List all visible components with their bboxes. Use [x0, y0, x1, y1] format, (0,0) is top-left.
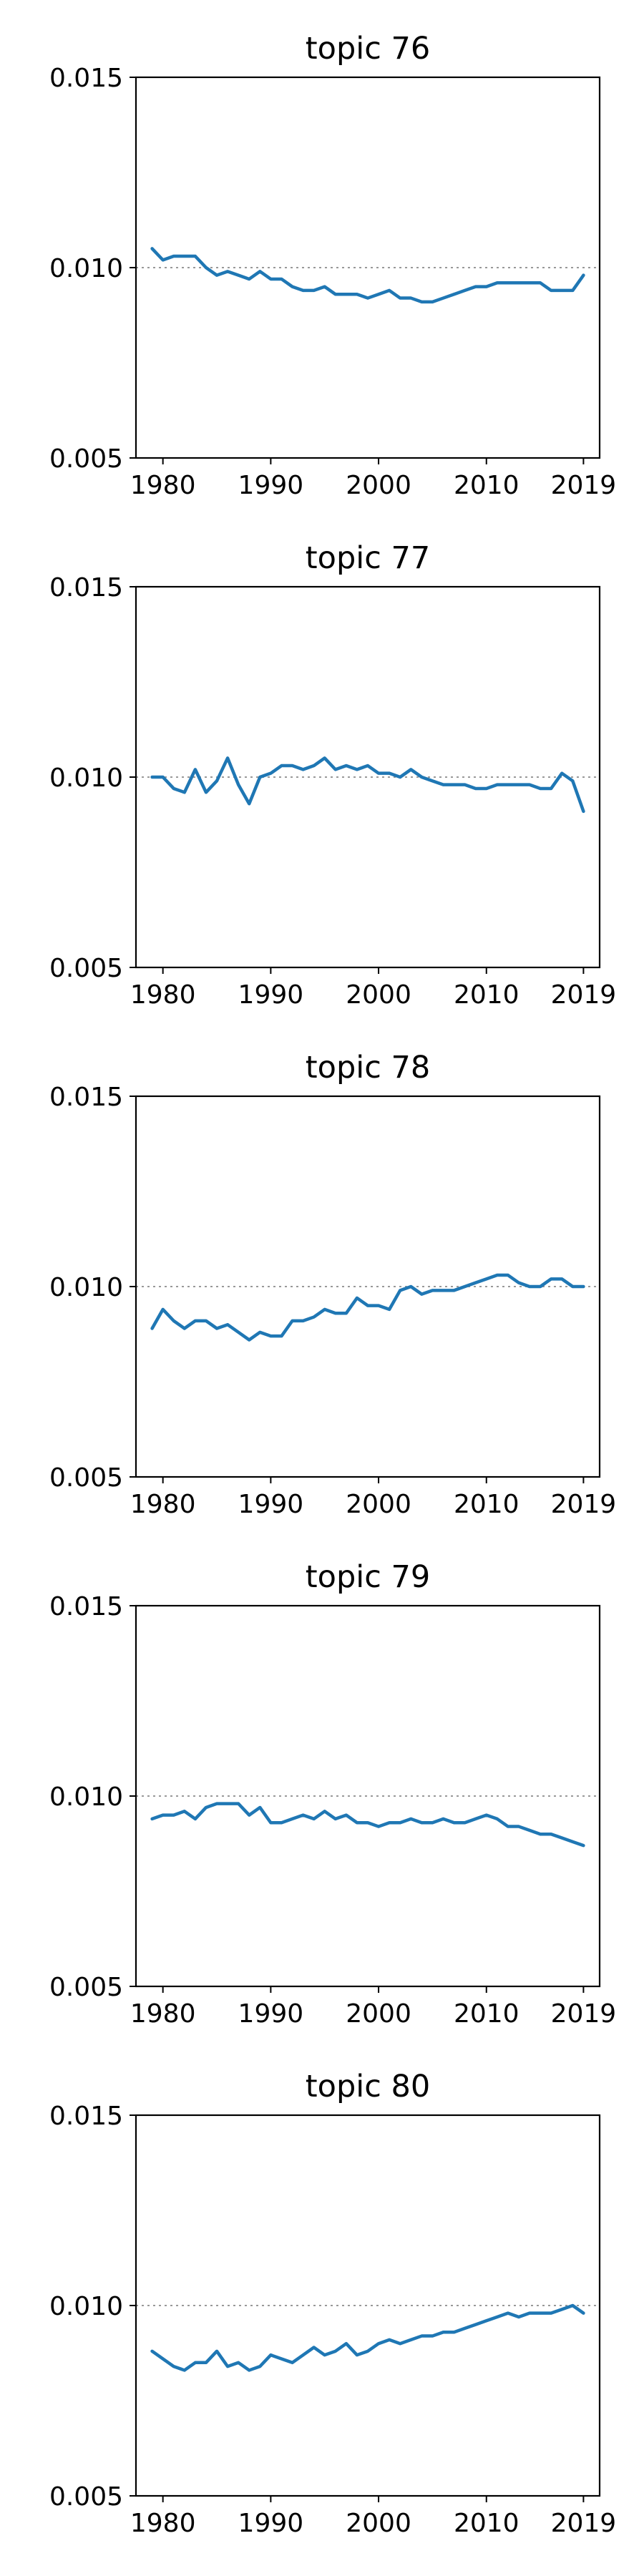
y-tick-label: 0.010	[49, 254, 123, 283]
series-line	[150, 1802, 585, 1848]
y-tick-label: 0.015	[49, 64, 123, 93]
y-tick-label: 0.010	[49, 763, 123, 793]
chart-panel: topic 77 0.005 0.010 0.015 1980 1990 2000 2010 2…	[49, 540, 616, 1010]
x-tick-label: 2000	[346, 1999, 411, 2029]
x-tick-label: 2000	[346, 2509, 411, 2538]
chart-title: topic 80	[306, 2069, 430, 2104]
x-tick-label: 2019	[551, 1999, 617, 2029]
chart-title: topic 77	[306, 540, 430, 576]
x-tick-label: 2010	[454, 2509, 519, 2538]
x-tick-label: 2010	[454, 471, 519, 500]
y-tick-label: 0.005	[49, 1973, 123, 2002]
x-tick-label: 1990	[238, 1490, 304, 1519]
x-tick-label: 2019	[551, 1490, 617, 1519]
x-tick-label: 2010	[454, 1999, 519, 2029]
x-tick-label: 1980	[130, 471, 196, 500]
x-tick-label: 1980	[130, 1999, 196, 2029]
x-tick-label: 1980	[130, 980, 196, 1010]
x-tick-label: 1980	[130, 1490, 196, 1519]
series-line	[150, 2303, 585, 2372]
y-tick-label: 0.010	[49, 1782, 123, 1812]
y-tick-label: 0.015	[49, 1592, 123, 1621]
x-tick-label: 2010	[454, 1490, 519, 1519]
x-tick-label: 1990	[238, 471, 304, 500]
y-tick-label: 0.005	[49, 1463, 123, 1493]
series-line	[150, 247, 585, 304]
x-tick-label: 2010	[454, 980, 519, 1010]
series-line	[150, 756, 585, 814]
x-tick-label: 2000	[346, 471, 411, 500]
chart-panel: topic 78 0.005 0.010 0.015 1980 1990 2000 2010 2…	[49, 1050, 616, 1519]
x-tick-label: 1990	[238, 980, 304, 1010]
y-tick-label: 0.005	[49, 2482, 123, 2512]
y-tick-label: 0.005	[49, 954, 123, 983]
series-line	[150, 1273, 585, 1342]
y-tick-label: 0.015	[49, 573, 123, 602]
chart-title: topic 79	[306, 1559, 430, 1595]
x-tick-label: 1990	[238, 1999, 304, 2029]
x-tick-label: 2019	[551, 2509, 617, 2538]
x-tick-label: 2000	[346, 1490, 411, 1519]
y-tick-label: 0.015	[49, 2102, 123, 2131]
x-tick-label: 2019	[551, 471, 617, 500]
chart-title: topic 78	[306, 1050, 430, 1085]
y-tick-label: 0.005	[49, 444, 123, 474]
y-tick-label: 0.010	[49, 1273, 123, 1302]
x-tick-label: 2000	[346, 980, 411, 1010]
chart-panel: topic 80 0.005 0.010 0.015 1980 1990 2000 2010 2…	[49, 2069, 616, 2538]
chart-panel: topic 76 0.005 0.010 0.015 1980 1990 2000 2010 2…	[49, 31, 616, 500]
chart-title: topic 76	[306, 31, 430, 67]
y-tick-label: 0.010	[49, 2292, 123, 2321]
y-tick-label: 0.015	[49, 1083, 123, 1112]
x-tick-label: 2019	[551, 980, 617, 1010]
x-tick-label: 1990	[238, 2509, 304, 2538]
chart-panel: topic 79 0.005 0.010 0.015 1980 1990 2000 2010 2…	[49, 1559, 616, 2029]
x-tick-label: 1980	[130, 2509, 196, 2538]
